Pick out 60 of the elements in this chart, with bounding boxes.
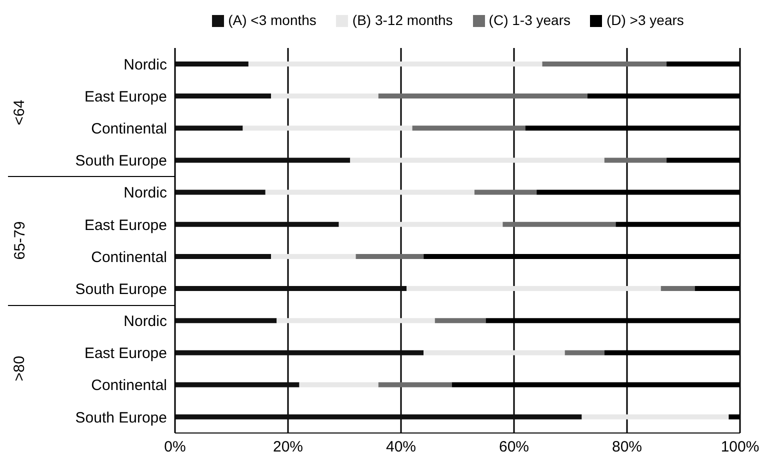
bar [175,190,266,195]
bar [378,382,452,388]
bar [242,126,412,131]
bar [356,254,424,259]
bar [542,61,667,66]
bar [502,222,616,227]
bar [474,190,537,195]
bar [175,126,243,131]
bar [175,61,248,66]
x-tick-label: 100% [720,438,760,456]
bar [338,222,503,227]
bar [660,286,695,292]
text: >80 [12,356,29,382]
y-tick-label: Continental [91,377,167,394]
bar [265,190,474,195]
bar [175,94,272,99]
y-tick-label: East Europe [84,88,167,106]
bar [175,350,424,356]
y-tick-label: East Europe [84,345,167,362]
legend-label: (D) >3 years [606,12,684,28]
bar [175,254,272,259]
text: <64 [12,99,29,125]
bar [582,414,729,420]
y-tick-label: Nordic [124,56,168,74]
y-tick-label: South Europe [75,280,167,298]
x-tick-label: 0% [164,438,186,456]
bar [434,318,486,324]
y-tick-label: South Europe [75,409,167,426]
bar [175,158,350,163]
legend-label: (C) 1-3 years [488,12,570,28]
x-tick-label: 20% [272,438,304,456]
bar [271,94,378,99]
y-tick-label: Continental [91,120,167,138]
y-tick-label: East Europe [84,216,167,234]
bar [276,318,435,324]
bar [175,286,407,292]
legend-label: (B) 3-12 months [352,12,453,28]
bar [271,254,356,259]
y-tick-label: Nordic [124,313,168,330]
text: 65-79 [12,221,28,260]
bar [406,286,661,292]
y-tick-label: South Europe [75,152,167,170]
bar [604,158,667,163]
bar [299,382,378,388]
bar [350,158,604,163]
x-tick-label: 40% [386,438,416,456]
x-tick-label: 60% [498,438,530,456]
legend-label: (A) <3 months [228,12,316,28]
bar [564,350,604,356]
bar [412,126,526,131]
bar [248,61,542,66]
bar [424,350,565,356]
bar [175,222,339,227]
bar [378,94,588,99]
bar [175,382,300,388]
y-tick-label: Nordic [124,184,168,202]
bar [175,414,582,420]
y-tick-label: Continental [91,248,167,266]
bar [175,318,277,324]
x-tick-label: 80% [612,438,642,456]
